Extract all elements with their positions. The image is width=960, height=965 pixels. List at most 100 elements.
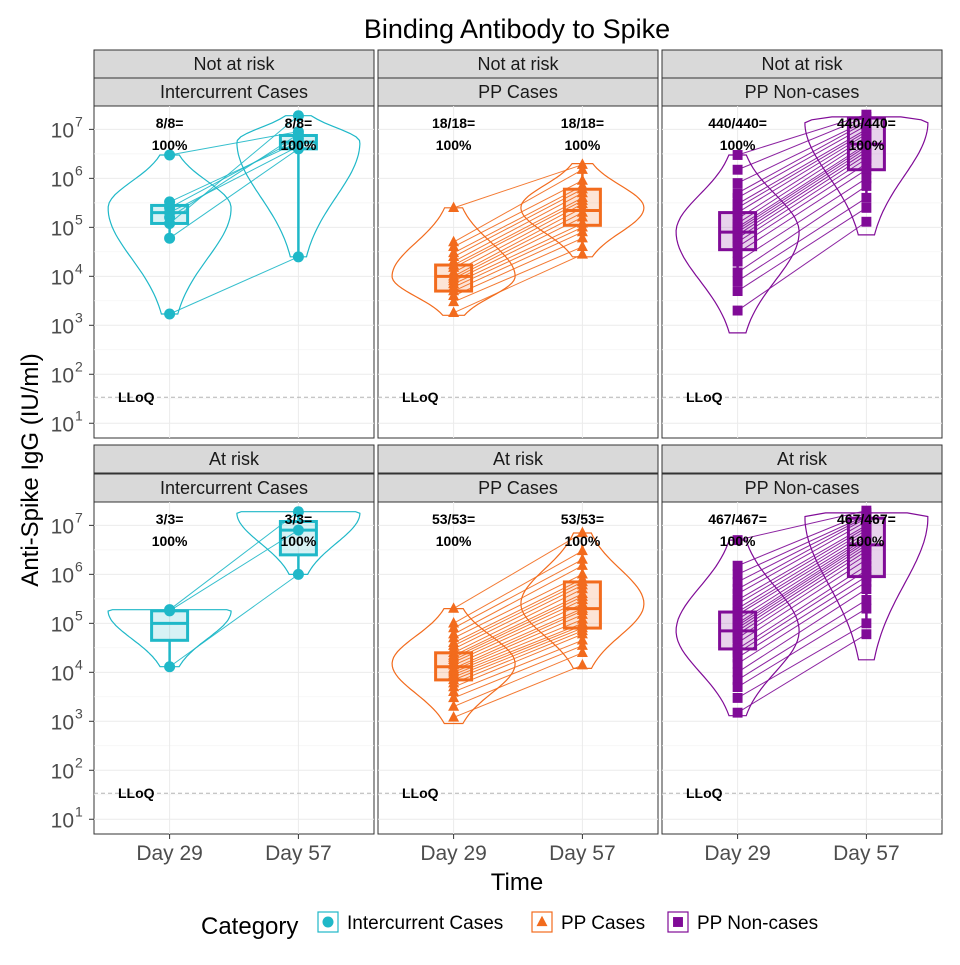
response-percent: 100% xyxy=(280,137,316,153)
paired-line xyxy=(737,116,867,171)
row-strip xyxy=(377,49,659,79)
data-point xyxy=(732,267,743,278)
data-point xyxy=(576,174,588,185)
legend-item: PP Cases xyxy=(531,911,645,934)
paired-line xyxy=(737,154,867,239)
paired-line xyxy=(737,547,867,632)
response-percent: 100% xyxy=(848,137,884,153)
paired-line xyxy=(737,588,867,673)
paired-line xyxy=(737,527,867,605)
response-percent: 100% xyxy=(436,137,472,153)
data-point xyxy=(576,627,588,639)
paired-line xyxy=(737,514,867,575)
y-tick-exponent: 2 xyxy=(75,754,83,770)
response-percent: 100% xyxy=(152,533,188,549)
paired-line xyxy=(737,177,867,262)
y-tick-exponent: 4 xyxy=(75,260,83,276)
violin-outline xyxy=(804,512,929,661)
paired-line xyxy=(453,197,583,266)
paired-line xyxy=(169,511,299,611)
facet-panel: Not at risk Intercurrent Cases LLoQ 8/8= 100… xyxy=(93,49,375,439)
data-point xyxy=(448,306,460,317)
paired-line xyxy=(453,584,583,650)
data-point xyxy=(732,535,743,546)
data-point xyxy=(861,164,872,175)
y-tick-label: 10 xyxy=(51,413,74,436)
data-point xyxy=(732,588,743,599)
data-point xyxy=(448,621,460,633)
legend-label: PP Cases xyxy=(561,913,645,934)
violin-outline xyxy=(391,608,516,725)
paired-line xyxy=(169,529,299,612)
x-tick-label: Day 29 xyxy=(420,842,487,865)
paired-line xyxy=(169,115,299,224)
data-point xyxy=(732,560,743,571)
violin-outline xyxy=(520,532,645,669)
row-strip-label: At risk xyxy=(493,449,544,469)
paired-line xyxy=(453,188,583,258)
col-strip-label: Intercurrent Cases xyxy=(160,82,308,102)
paired-line xyxy=(737,133,867,214)
paired-line xyxy=(453,226,583,288)
paired-line xyxy=(453,593,583,656)
y-axis-title: Anti-Spike IgG (IU/ml) xyxy=(17,353,44,586)
paired-line xyxy=(169,145,299,214)
data-point xyxy=(861,618,872,629)
facet-panels: Not at risk Intercurrent Cases LLoQ 8/8= 100… xyxy=(93,49,943,835)
paired-line xyxy=(453,639,583,693)
data-point xyxy=(861,202,872,213)
col-strip-label: PP Non-cases xyxy=(745,478,860,498)
data-point xyxy=(861,192,872,203)
facet-panel: Not at risk PP Cases LLoQ 18/18= 100% 18/18= 1… xyxy=(377,49,659,439)
row-strip xyxy=(93,49,375,79)
data-point xyxy=(576,231,588,243)
paired-line xyxy=(737,570,867,654)
facet-panel: At risk PP Cases LLoQ 53/53= 100% 53/53= 100% xyxy=(377,444,659,835)
y-tick-exponent: 7 xyxy=(75,113,83,129)
data-point xyxy=(576,559,588,570)
data-point xyxy=(292,110,304,122)
y-tick-label: 10 xyxy=(51,364,74,387)
x-tick-label: Day 57 xyxy=(833,842,900,865)
response-fraction: 440/440= xyxy=(708,115,767,131)
paired-line xyxy=(453,216,583,282)
data-point xyxy=(576,658,588,670)
data-point xyxy=(576,639,588,650)
col-strip-label: PP Cases xyxy=(478,478,558,498)
col-strip xyxy=(661,77,943,107)
violin-outline xyxy=(520,163,645,258)
col-strip xyxy=(661,473,943,503)
paired-line xyxy=(737,136,867,220)
y-tick-label: 10 xyxy=(51,809,74,832)
data-point xyxy=(448,289,460,300)
paired-line xyxy=(737,559,867,644)
paired-line xyxy=(737,197,867,282)
data-point xyxy=(732,247,743,258)
data-point xyxy=(292,251,304,263)
row-strip xyxy=(93,444,375,474)
y-tick-label: 10 xyxy=(51,662,74,685)
y-tick-exponent: 6 xyxy=(75,558,83,574)
row-strip-label: Not at risk xyxy=(761,54,843,74)
paired-line xyxy=(453,185,583,254)
response-percent: 100% xyxy=(436,533,472,549)
paired-line xyxy=(169,141,299,203)
paired-line xyxy=(453,223,583,285)
paired-line xyxy=(737,622,867,699)
paired-line xyxy=(737,145,867,230)
row-strip-label: Not at risk xyxy=(193,54,275,74)
paired-line xyxy=(737,633,867,714)
paired-line xyxy=(169,131,299,156)
response-percent: 100% xyxy=(564,137,600,153)
legend: Category Intercurrent Cases PP Cases PP No… xyxy=(201,911,818,940)
data-point xyxy=(576,163,588,174)
paired-line xyxy=(169,148,299,239)
paired-line xyxy=(453,603,583,663)
legend-title: Category xyxy=(201,913,298,940)
paired-line xyxy=(453,633,583,688)
response-fraction: 8/8= xyxy=(156,115,184,131)
paired-line xyxy=(737,544,867,629)
data-point xyxy=(448,691,460,703)
paired-line xyxy=(453,237,583,297)
